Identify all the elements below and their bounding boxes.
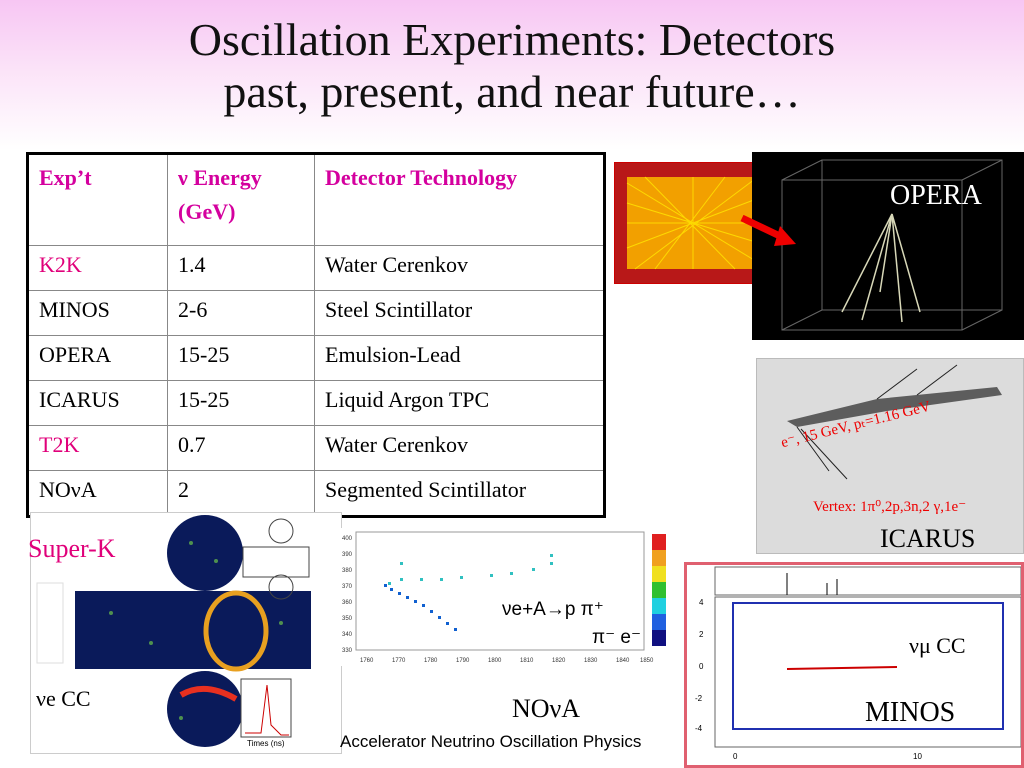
nova-reaction-line-2: π⁻ e⁻ xyxy=(592,627,642,648)
superk-sublabel: νe CC xyxy=(36,686,91,711)
nova-y-tick: 330 xyxy=(342,648,353,654)
cell-energy: 15-25 xyxy=(167,380,315,426)
nova-x-tick: 1800 xyxy=(488,658,502,664)
opera-detector-box xyxy=(781,159,1003,331)
icarus-label: ICARUS xyxy=(880,524,976,553)
minos-event-display: 4 2 0 -2 -4 0 10 νμ CC MINOS xyxy=(684,562,1024,768)
minos-y-tick: 2 xyxy=(699,630,704,639)
icarus-event-display: e⁻, 15 GeV, pₜ=1.16 GeV Vertex: 1π⁰,2p,3… xyxy=(756,358,1024,554)
nova-x-tick: 1830 xyxy=(584,658,598,664)
minos-x-tick: 10 xyxy=(913,752,922,761)
minos-plot: 4 2 0 -2 -4 0 10 xyxy=(695,566,1021,761)
cell-experiment: ICARUS xyxy=(27,380,168,426)
table-row: K2K 1.4 Water Cerenkov xyxy=(27,245,605,291)
title-line-1: Oscillation Experiments: Detectors xyxy=(188,14,836,65)
opera-label: OPERA xyxy=(890,180,982,211)
cell-energy: 1.4 xyxy=(167,245,315,291)
table-row: T2K 0.7 Water Cerenkov xyxy=(27,425,605,471)
red-arrow xyxy=(740,214,796,246)
cell-energy: 2 xyxy=(167,470,315,517)
footer-text: Accelerator Neutrino Oscillation Physics xyxy=(340,732,642,751)
minos-label: MINOS xyxy=(865,697,956,728)
experiments-table: Exp’t ν Energy (GeV) Detector Technology… xyxy=(26,152,606,518)
minos-y-tick: 4 xyxy=(699,598,704,607)
cell-energy: 2-6 xyxy=(167,290,315,336)
cell-technology: Water Cerenkov xyxy=(314,425,605,471)
nova-y-tick: 340 xyxy=(342,632,353,638)
nova-y-tick: 360 xyxy=(342,600,353,606)
cell-experiment: K2K xyxy=(27,245,168,291)
nova-y-tick: 370 xyxy=(342,584,353,590)
header-technology: Detector Technology xyxy=(314,153,605,246)
minos-y-tick: 0 xyxy=(699,662,704,671)
nova-label: NOνA xyxy=(512,694,581,723)
cell-technology: Water Cerenkov xyxy=(314,245,605,291)
slide-title: Oscillation Experiments: Detectors past,… xyxy=(0,14,1024,118)
nova-x-tick: 1770 xyxy=(392,658,406,664)
header-energy: ν Energy (GeV) xyxy=(167,153,315,246)
cell-experiment: OPERA xyxy=(27,335,168,381)
cell-technology: Emulsion-Lead xyxy=(314,335,605,381)
cell-technology: Steel Scintillator xyxy=(314,290,605,336)
cell-energy: 15-25 xyxy=(167,335,315,381)
cell-experiment: MINOS xyxy=(27,290,168,336)
table-row: OPERA 15-25 Emulsion-Lead xyxy=(27,335,605,381)
nova-x-tick: 1790 xyxy=(456,658,470,664)
nova-event-display: 400 390 380 370 360 350 340 330 1760 177… xyxy=(340,528,676,666)
nova-y-tick: 400 xyxy=(342,536,353,542)
superk-event-display: Times (ns) xyxy=(30,512,342,754)
superk-unrolled-detector xyxy=(36,515,311,747)
table-header-row: Exp’t ν Energy (GeV) Detector Technology xyxy=(27,153,605,246)
nova-x-tick: 1780 xyxy=(424,658,438,664)
minos-x-tick: 0 xyxy=(733,752,738,761)
nova-x-tick: 1820 xyxy=(552,658,566,664)
superk-label: Super-K xyxy=(28,534,116,563)
nova-y-tick: 390 xyxy=(342,552,353,558)
nova-color-scale xyxy=(652,534,666,646)
superk-axis-label: Times (ns) xyxy=(247,739,285,748)
nova-x-tick: 1810 xyxy=(520,658,534,664)
nova-plot: 400 390 380 370 360 350 340 330 1760 177… xyxy=(342,531,666,664)
table-row: MINOS 2-6 Steel Scintillator xyxy=(27,290,605,336)
icarus-annotation-vertex: Vertex: 1π⁰,2p,3n,2 γ,1e⁻ xyxy=(813,499,967,515)
nova-x-tick: 1850 xyxy=(640,658,654,664)
header-experiment: Exp’t xyxy=(27,153,168,246)
cell-technology: Liquid Argon TPC xyxy=(314,380,605,426)
cell-experiment: NOνA xyxy=(27,470,168,517)
table-row: NOνA 2 Segmented Scintillator xyxy=(27,470,605,517)
nova-x-tick: 1840 xyxy=(616,658,630,664)
minos-sublabel: νμ CC xyxy=(909,633,966,658)
title-line-2: past, present, and near future… xyxy=(223,66,801,117)
nova-y-tick: 380 xyxy=(342,568,353,574)
cell-energy: 0.7 xyxy=(167,425,315,471)
nova-x-tick: 1760 xyxy=(360,658,374,664)
cell-experiment: T2K xyxy=(27,425,168,471)
minos-y-tick: -4 xyxy=(695,724,703,733)
opera-event-display: OPERA xyxy=(752,152,1024,340)
minos-y-tick: -2 xyxy=(695,694,703,703)
nova-reaction-line-1: νe+A→p π⁺ xyxy=(502,599,604,620)
nova-y-tick: 350 xyxy=(342,616,353,622)
icarus-tracks xyxy=(787,364,1002,480)
table-row: ICARUS 15-25 Liquid Argon TPC xyxy=(27,380,605,426)
cell-technology: Segmented Scintillator xyxy=(314,470,605,517)
opera-track-burst xyxy=(626,176,760,270)
